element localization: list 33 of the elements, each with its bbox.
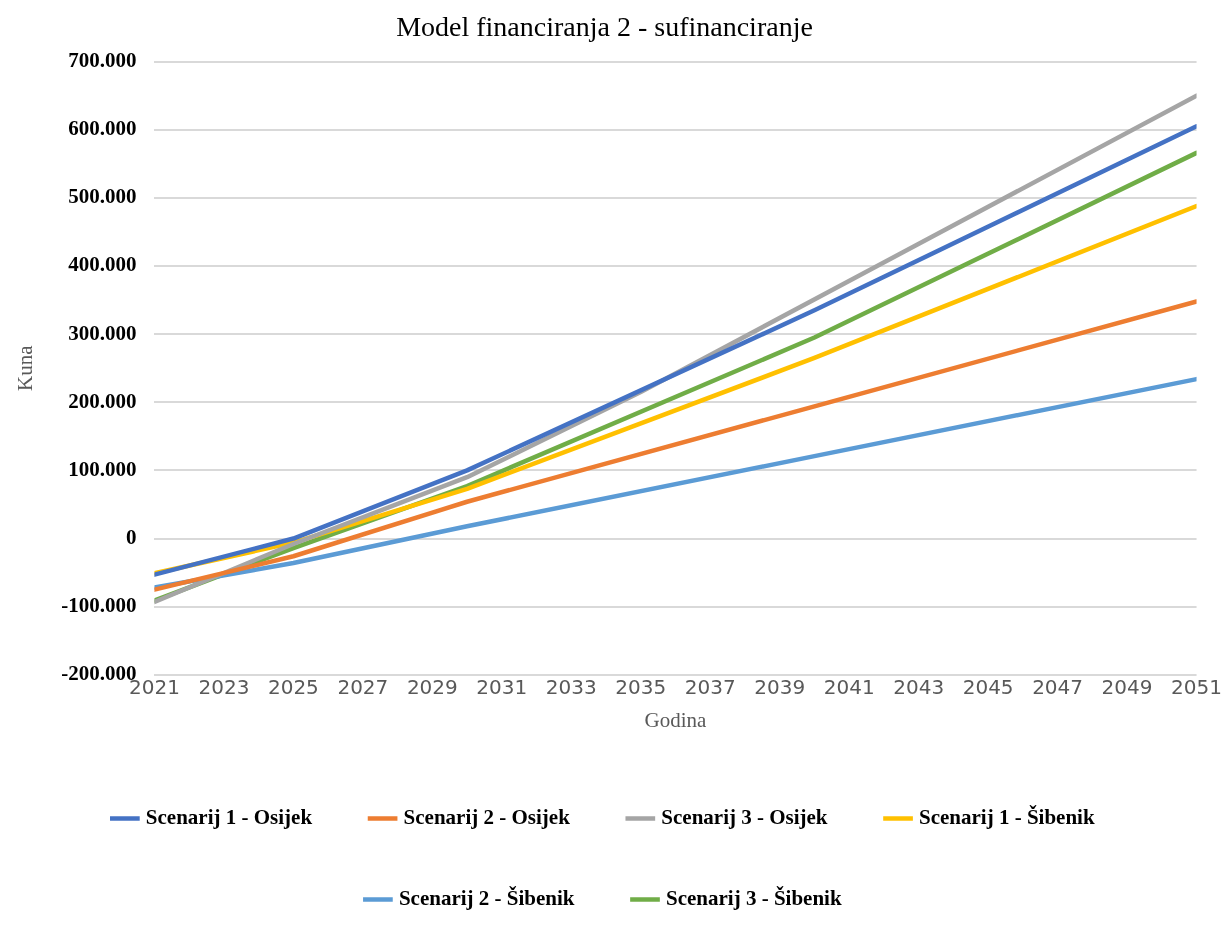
x-tick-label: 2031 (476, 675, 528, 699)
x-tick-label: 2049 (1101, 675, 1153, 699)
x-tick-label: 2041 (823, 675, 875, 699)
y-tick-label: 400.000 (68, 252, 137, 277)
legend-label: Scenarij 3 - Osijek (661, 804, 828, 829)
x-axis-title: Godina (644, 707, 708, 732)
legend-label: Scenarij 2 - Osijek (403, 804, 571, 829)
x-tick-label: 2035 (615, 675, 667, 699)
x-tick-label: 2051 (1171, 675, 1222, 699)
x-tick-label: 2037 (684, 675, 736, 699)
legend-label: Scenarij 2 - Šibenik (398, 885, 575, 910)
y-tick-label: -100.000 (61, 593, 137, 618)
x-tick-label: 2025 (267, 675, 319, 699)
x-tick-label: 2039 (754, 675, 806, 699)
legend-label: Scenarij 1 - Šibenik (919, 804, 1095, 829)
x-tick-label: 2033 (545, 675, 597, 699)
y-tick-label: 300.000 (68, 320, 137, 345)
y-tick-label: 500.000 (68, 184, 137, 209)
legend-label: Scenarij 1 - Osijek (145, 804, 313, 829)
y-axis-title: Kuna (13, 344, 38, 391)
x-tick-label: 2047 (1032, 675, 1084, 699)
y-tick-label: 600.000 (68, 116, 137, 141)
x-tick-label: 2045 (962, 675, 1014, 699)
x-tick-label: 2027 (337, 675, 389, 699)
y-tick-label: 200.000 (68, 388, 137, 413)
y-tick-label: 100.000 (68, 456, 137, 481)
y-tick-label: 700.000 (68, 48, 137, 73)
legend-label: Scenarij 3 - Šibenik (666, 885, 842, 910)
y-tick-label: 0 (125, 524, 137, 549)
chart-title: Model financiranja 2 - sufinanciranje (396, 11, 813, 43)
x-tick-label: 2023 (198, 675, 250, 699)
x-tick-label: 2043 (893, 675, 945, 699)
x-tick-label: 2029 (406, 675, 458, 699)
